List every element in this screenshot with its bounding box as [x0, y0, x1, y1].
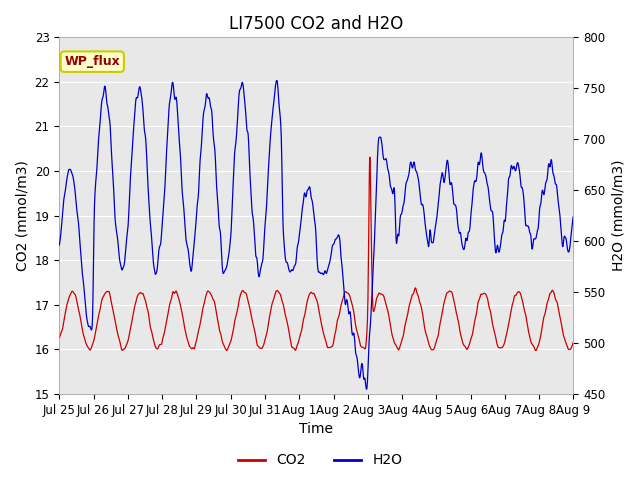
CO2: [466, 341, 474, 347]
CO2: [539, 321, 547, 326]
H2O: [56, 242, 63, 248]
Text: WP_flux: WP_flux: [65, 55, 120, 68]
H2O: [466, 225, 474, 230]
H2O: [363, 386, 371, 392]
H2O: [199, 121, 207, 127]
CO2: [524, 327, 532, 333]
H2O: [570, 213, 577, 219]
CO2: [199, 307, 207, 312]
CO2: [342, 289, 350, 295]
H2O: [332, 237, 339, 243]
Y-axis label: H2O (mmol/m3): H2O (mmol/m3): [611, 160, 625, 271]
H2O: [342, 298, 350, 304]
CO2: [532, 348, 540, 353]
CO2: [366, 154, 374, 160]
CO2: [331, 332, 339, 337]
X-axis label: Time: Time: [300, 422, 333, 436]
Y-axis label: CO2 (mmol/m3): CO2 (mmol/m3): [15, 160, 29, 271]
Line: CO2: CO2: [60, 157, 573, 350]
H2O: [273, 78, 280, 84]
Line: H2O: H2O: [60, 81, 573, 389]
H2O: [525, 224, 532, 229]
H2O: [539, 188, 547, 193]
CO2: [56, 335, 63, 341]
Title: LI7500 CO2 and H2O: LI7500 CO2 and H2O: [229, 15, 403, 33]
Legend: CO2, H2O: CO2, H2O: [232, 448, 408, 473]
CO2: [570, 339, 577, 345]
